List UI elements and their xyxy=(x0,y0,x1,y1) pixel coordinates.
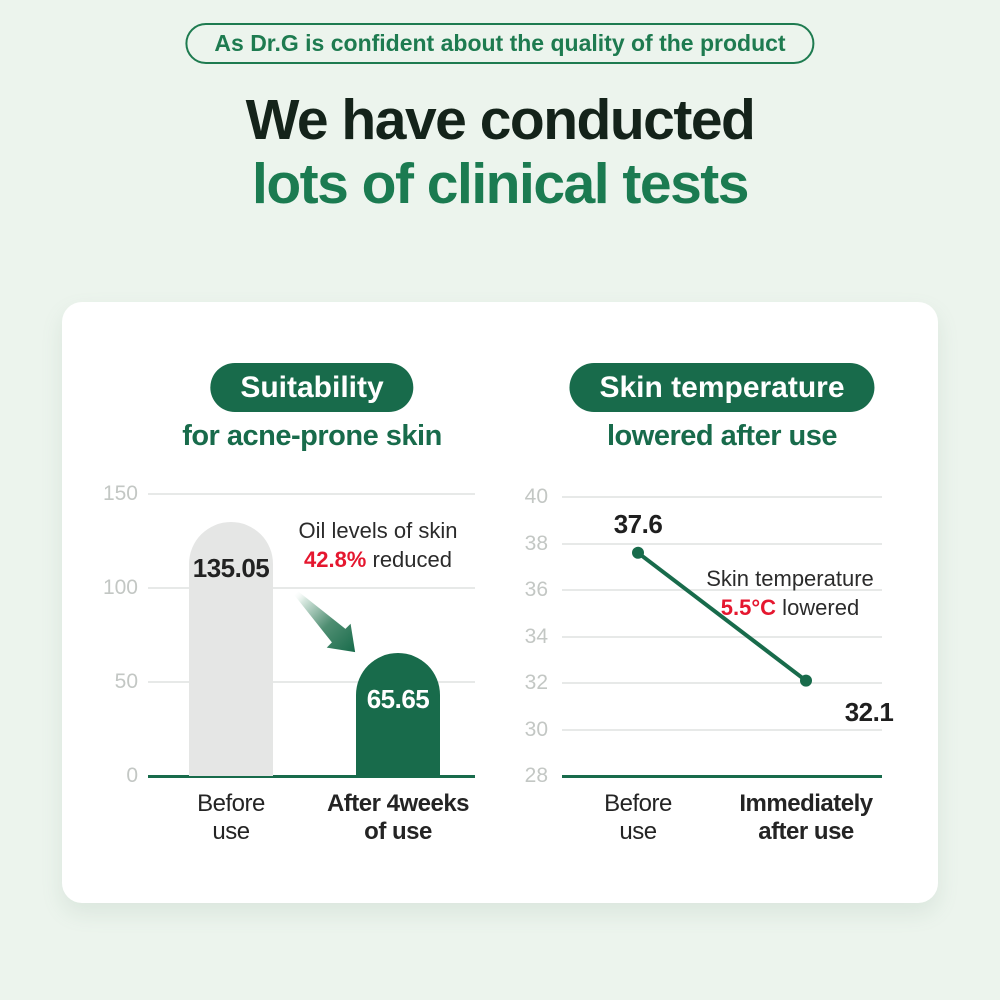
x-category-label: Immediately after use xyxy=(739,790,873,845)
y-tick-label: 32 xyxy=(524,671,548,694)
temperature-line-series xyxy=(632,546,812,687)
point-value-label: 32.1 xyxy=(844,696,894,727)
y-tick-label: 50 xyxy=(114,670,138,693)
bar-after xyxy=(356,652,440,776)
x-category-label: Before use xyxy=(604,790,672,845)
bar-value-label: 135.05 xyxy=(192,553,270,584)
page-title-line1: We have conducted xyxy=(245,88,756,152)
chart2-title-label: Skin temperature xyxy=(599,370,845,404)
annotation-oil-reduction: Oil levels of skin 42.8% reduced xyxy=(298,518,458,572)
x-axis-line xyxy=(148,775,475,778)
chart1-subtitle: for acne-prone skin xyxy=(182,420,442,452)
x-category-label: Before use xyxy=(197,790,265,845)
chart2-subtitle: lowered after use xyxy=(606,420,838,452)
y-tick-label: 34 xyxy=(524,624,548,648)
gridline xyxy=(562,635,882,638)
gridline xyxy=(148,681,475,683)
gridline xyxy=(562,589,882,591)
page-title-line2: lots of clinical tests xyxy=(252,152,749,216)
bar-value-label: 65.65 xyxy=(366,683,430,714)
y-tick-label: 38 xyxy=(524,531,548,555)
chart1-title-badge: Suitability xyxy=(210,363,414,412)
x-axis-line xyxy=(562,775,882,778)
y-tick-label: 0 xyxy=(126,764,138,787)
line-chart-plot: 40 38 36 34 32 30 28 37.6 32.1 Before use Immediate… xyxy=(62,302,938,903)
gridline xyxy=(148,587,475,589)
point-value-label: 37.6 xyxy=(613,508,663,539)
bar-chart-plot: 150 100 50 0 135.05 65.65 Before use After 4week… xyxy=(62,302,938,903)
top-badge-label: As Dr.G is confident about the quality o… xyxy=(214,30,786,56)
gridline xyxy=(562,496,882,498)
y-tick-label: 40 xyxy=(524,485,548,508)
decrease-arrow-icon xyxy=(294,591,356,653)
y-tick-label: 30 xyxy=(524,717,548,741)
x-category-label: After 4weeks of use xyxy=(326,790,470,845)
gridline xyxy=(562,728,882,731)
results-card: Suitability for acne-prone skin Skin tem… xyxy=(62,302,938,903)
y-tick-label: 100 xyxy=(102,576,138,599)
y-tick-label: 36 xyxy=(524,578,548,601)
y-tick-label: 150 xyxy=(102,482,138,505)
page-title: We have conducted lots of clinical tests xyxy=(0,88,1000,216)
y-tick-label: 28 xyxy=(524,764,548,787)
chart2-title-badge: Skin temperature xyxy=(569,363,875,412)
chart1-title-label: Suitability xyxy=(240,370,384,404)
gridline xyxy=(562,682,882,684)
top-badge: As Dr.G is confident about the quality o… xyxy=(185,23,815,64)
gridline xyxy=(562,542,882,545)
bar-before xyxy=(189,522,273,776)
annotation-temperature-drop: Skin temperature 5.5°C lowered xyxy=(706,566,874,620)
gridline xyxy=(148,493,475,495)
